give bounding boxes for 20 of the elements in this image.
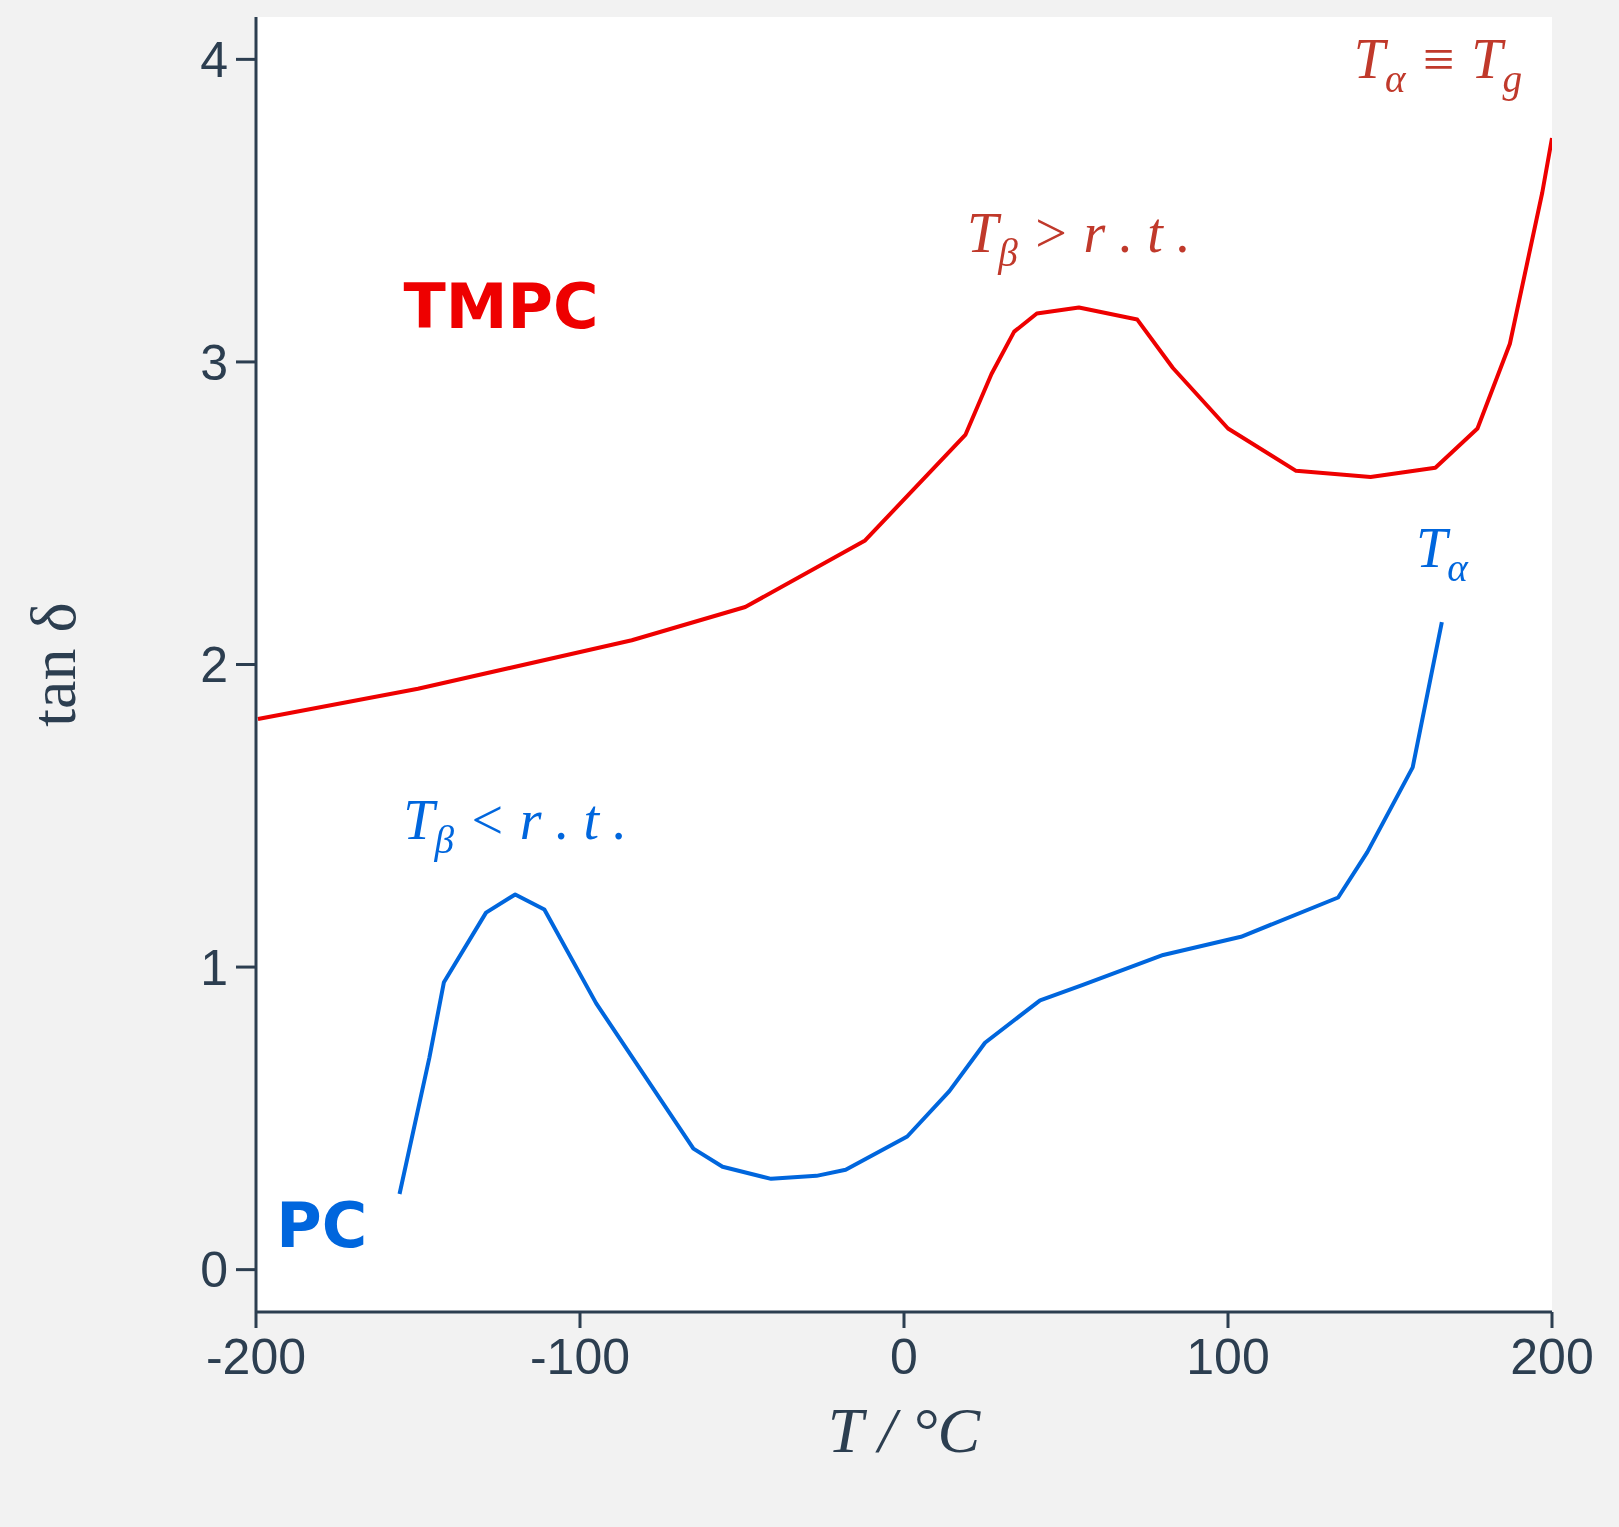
x-tick-label: -100 [529,1328,631,1385]
annotation: T$_{α}$ ≡ T$_{g}$ [1353,28,1522,101]
y-tick-label: 3 [200,334,228,391]
y-tick-label: 4 [200,32,228,89]
line-series [397,620,1444,1196]
y-tick-label: 2 [200,637,228,694]
line-series [256,136,1552,721]
x-tick-label: 200 [1510,1328,1594,1385]
x-tick-label: 100 [1186,1328,1270,1385]
y-axis-title: tan δ [18,602,89,727]
x-tick-label: -200 [205,1328,307,1385]
y-tick-label: 0 [200,1242,228,1299]
annotation: T$_{β}$ < r . t . [403,789,628,863]
annotation: T$_{β}$ > r . t . [967,202,1191,276]
x-tick-label: 0 [890,1328,918,1385]
x-axis-title: T / °C [827,1395,982,1466]
series-label: PC [276,1189,368,1263]
y-tick-label: 1 [200,939,228,996]
text: TMPC [403,269,599,343]
annotation: T$_{α}$ [1415,517,1470,589]
